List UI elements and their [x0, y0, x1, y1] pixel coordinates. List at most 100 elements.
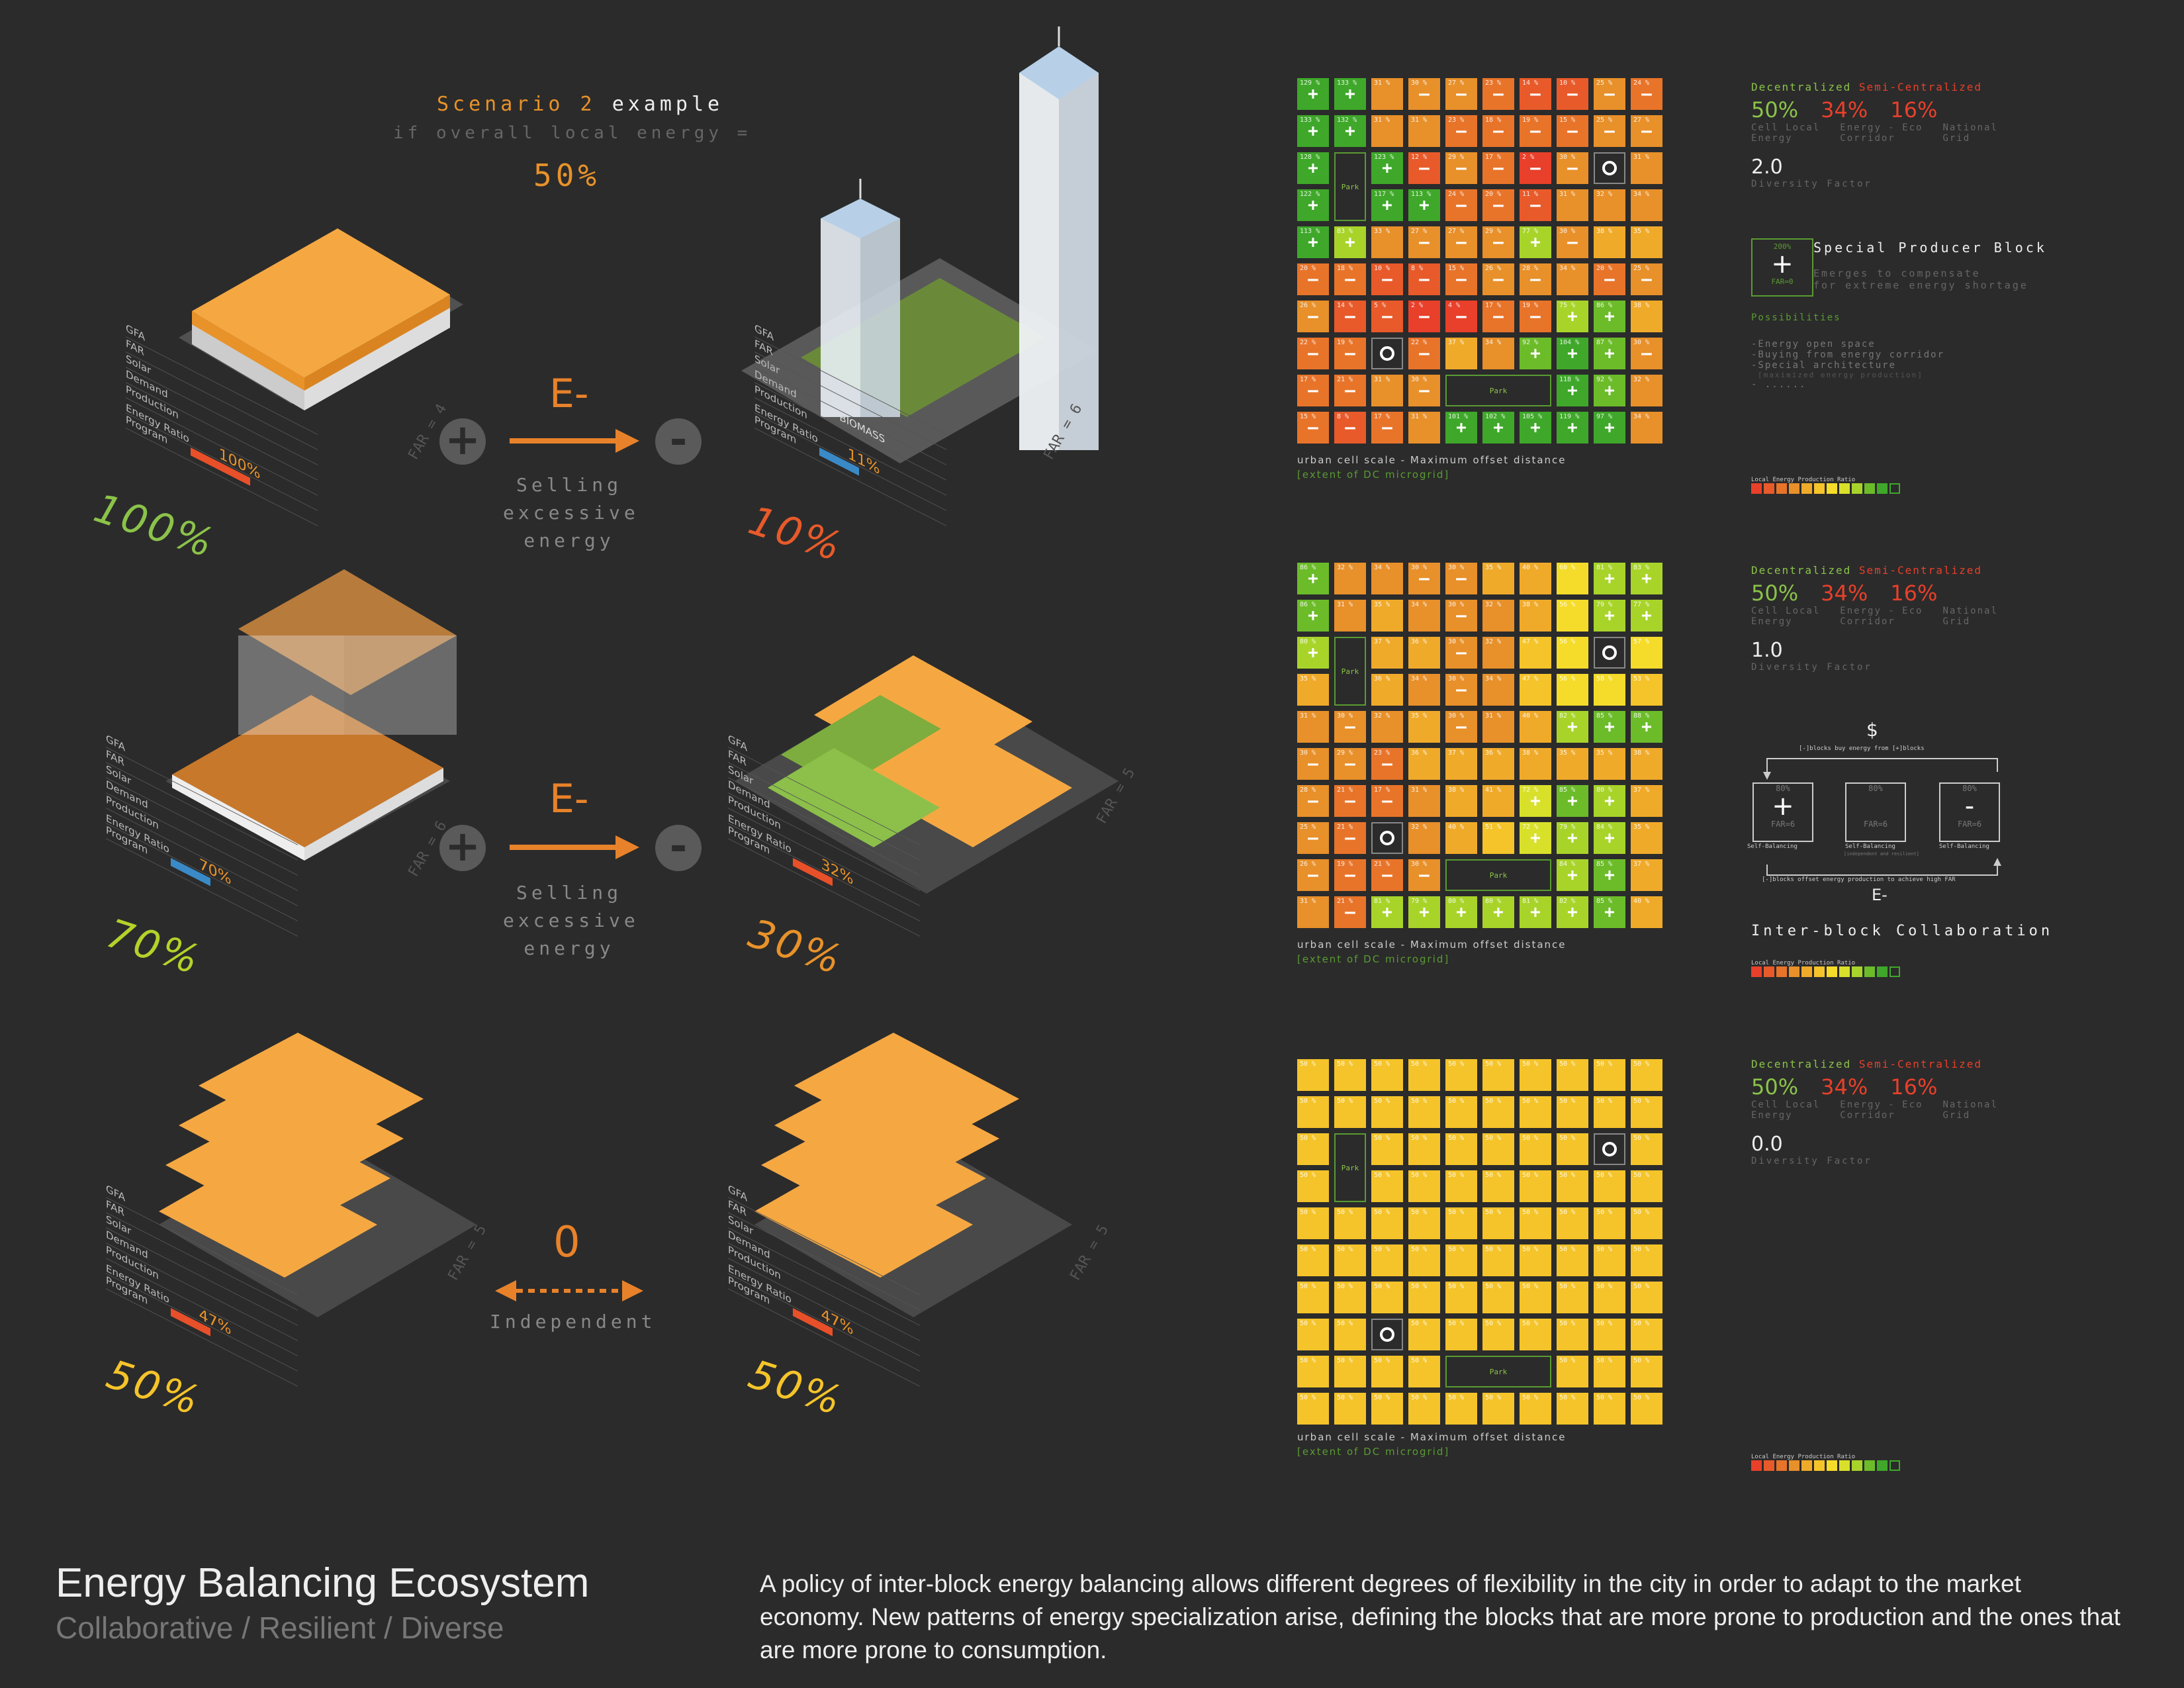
legend-title: Local Energy Production Ratio [1751, 960, 1856, 966]
grid-cell: 50 % [1297, 1282, 1329, 1313]
special-producer-cell [1371, 338, 1403, 369]
grid-cell: 15 % – [1557, 115, 1588, 147]
cell-pct: 30 % [1337, 712, 1353, 720]
legend-swatch [1801, 483, 1812, 494]
grid-cell: 35 % [1371, 600, 1403, 632]
collab-sub: [independent and resilient] [1844, 851, 1919, 857]
cell-sign: – [1456, 232, 1467, 252]
grid-cell: 118 % + [1557, 375, 1588, 406]
cell-pct: 92 % [1596, 376, 1613, 383]
cell-pct: 15 % [1448, 265, 1465, 272]
grid-cell: 101 % + [1445, 412, 1477, 444]
grid-cell: 32 % [1594, 189, 1625, 221]
grid-cell: 50 % [1557, 1282, 1588, 1313]
grid-cell: 50 % [1594, 1170, 1625, 1202]
cell-pct: 50 % [1300, 1246, 1316, 1253]
grid-cell: 81 % + [1520, 896, 1551, 928]
cell-pct: 19 % [1337, 861, 1353, 868]
special-producer-block: 200% + FAR=0 [1751, 238, 1813, 297]
cell-sign: – [1308, 306, 1318, 326]
cell-pct: 31 % [1337, 601, 1353, 608]
cell-pct: 86 % [1300, 601, 1316, 608]
cell-pct: 50 % [1337, 1246, 1353, 1253]
cell-pct: 11 % [1522, 191, 1539, 198]
grid-cell: 17 % – [1482, 301, 1514, 332]
grid-cell: 50 % [1297, 1096, 1329, 1128]
exchange-label-row1: Selling excessive energy [503, 471, 635, 555]
grid-cell: 82 % + [1557, 896, 1588, 928]
grid-cell: 50 % [1631, 1244, 1662, 1276]
cell-pct: 122 % [1300, 191, 1320, 198]
cell-pct: 50 % [1485, 1172, 1502, 1179]
national-grid-value: 16% [1890, 97, 1938, 122]
cell-sign: – [1456, 84, 1467, 104]
grid-cell: 50 % [1557, 1059, 1588, 1091]
grid-cell: 15 % – [1297, 412, 1329, 444]
grid-cell: 50 % [1297, 1319, 1329, 1350]
cell-sign: + [1382, 195, 1392, 215]
cell-pct: 10 % [1374, 265, 1390, 272]
grid-cell: 50 % [1594, 1059, 1625, 1091]
grid-cell: 5 % – [1371, 301, 1403, 332]
cell-pct: 56 % [1559, 675, 1576, 682]
cell-pct: 50 % [1374, 1060, 1390, 1068]
cell-sign: – [1493, 232, 1504, 252]
cell-sign: – [1493, 84, 1504, 104]
grid-cell: 50 % [1557, 1356, 1588, 1387]
grid-cell: 92 % + [1520, 338, 1551, 369]
grid-cell: 34 % [1631, 412, 1662, 444]
grid-cell: 79 % + [1408, 896, 1440, 928]
cell-sign: + [1308, 84, 1318, 104]
grid-cell: 30 % – [1631, 338, 1662, 369]
grid-cell: 18 % – [1334, 263, 1366, 295]
grid-cell: 50 % [1408, 1393, 1440, 1425]
arrow-row3 [495, 1280, 643, 1301]
cell-pct: 26 % [1300, 861, 1316, 868]
footer-subtitle: Collaborative / Resilient / Diverse [56, 1611, 504, 1645]
cell-pct: 36 % [1411, 749, 1428, 757]
cell-pct: 24 % [1448, 191, 1465, 198]
label-line: Corridor [1840, 616, 1895, 627]
grid-cell: 50 % [1594, 1282, 1625, 1313]
grid-cell: 40 % [1445, 822, 1477, 854]
legend-swatch [1864, 1460, 1875, 1471]
cell-local-value: 50% [1751, 581, 1799, 606]
cell-pct: 58 % [1596, 675, 1613, 682]
cell-pct: 102 % [1485, 413, 1506, 420]
cell-pct: 14 % [1522, 79, 1539, 87]
cell-pct: 21 % [1374, 861, 1390, 868]
cell-pct: 37 % [1448, 339, 1465, 346]
cell-sign: – [1382, 791, 1392, 811]
grid-cell: 34 % [1631, 189, 1662, 221]
grid-cell: 50 % [1631, 1133, 1662, 1165]
grid-cell: 50 % [1408, 1059, 1440, 1091]
cell-pct: 50 % [1300, 1283, 1316, 1290]
grid-cell: 34 % [1482, 338, 1514, 369]
legend-swatch [1814, 483, 1825, 494]
cell-sign: – [1382, 418, 1392, 438]
cell-sign: + [1382, 902, 1392, 922]
grid-cell: 35 % [1631, 822, 1662, 854]
cell-sign: + [1604, 865, 1615, 885]
cell-pct: 50 % [1411, 1098, 1428, 1105]
grid-cell: 38 % [1631, 748, 1662, 780]
cell-pct: 50 % [1559, 1320, 1576, 1327]
iso-block-row3-right [754, 1033, 1072, 1317]
cell-pct: 72 % [1522, 823, 1539, 831]
grid-cell: 133 % + [1297, 115, 1329, 147]
cell-sign: + [1604, 569, 1615, 588]
grid-cell: 23 % – [1482, 78, 1514, 110]
cell-pct: 85 % [1559, 786, 1576, 794]
cell-pct: 113 % [1411, 191, 1432, 198]
grid-cell: 17 % – [1371, 412, 1403, 444]
cell-pct: 32 % [1374, 712, 1390, 720]
collab-sign: - [1964, 791, 1975, 821]
target-icon [1602, 1142, 1617, 1156]
special-pct: 200% [1773, 242, 1792, 251]
cell-pct: 50 % [1522, 1172, 1539, 1179]
grid-cell: 86 % + [1594, 301, 1625, 332]
cell-pct: 50 % [1300, 1209, 1316, 1216]
park-cell: Park [1445, 1356, 1551, 1387]
cell-sign: + [1567, 717, 1578, 737]
grid-cell: 23 % – [1371, 748, 1403, 780]
